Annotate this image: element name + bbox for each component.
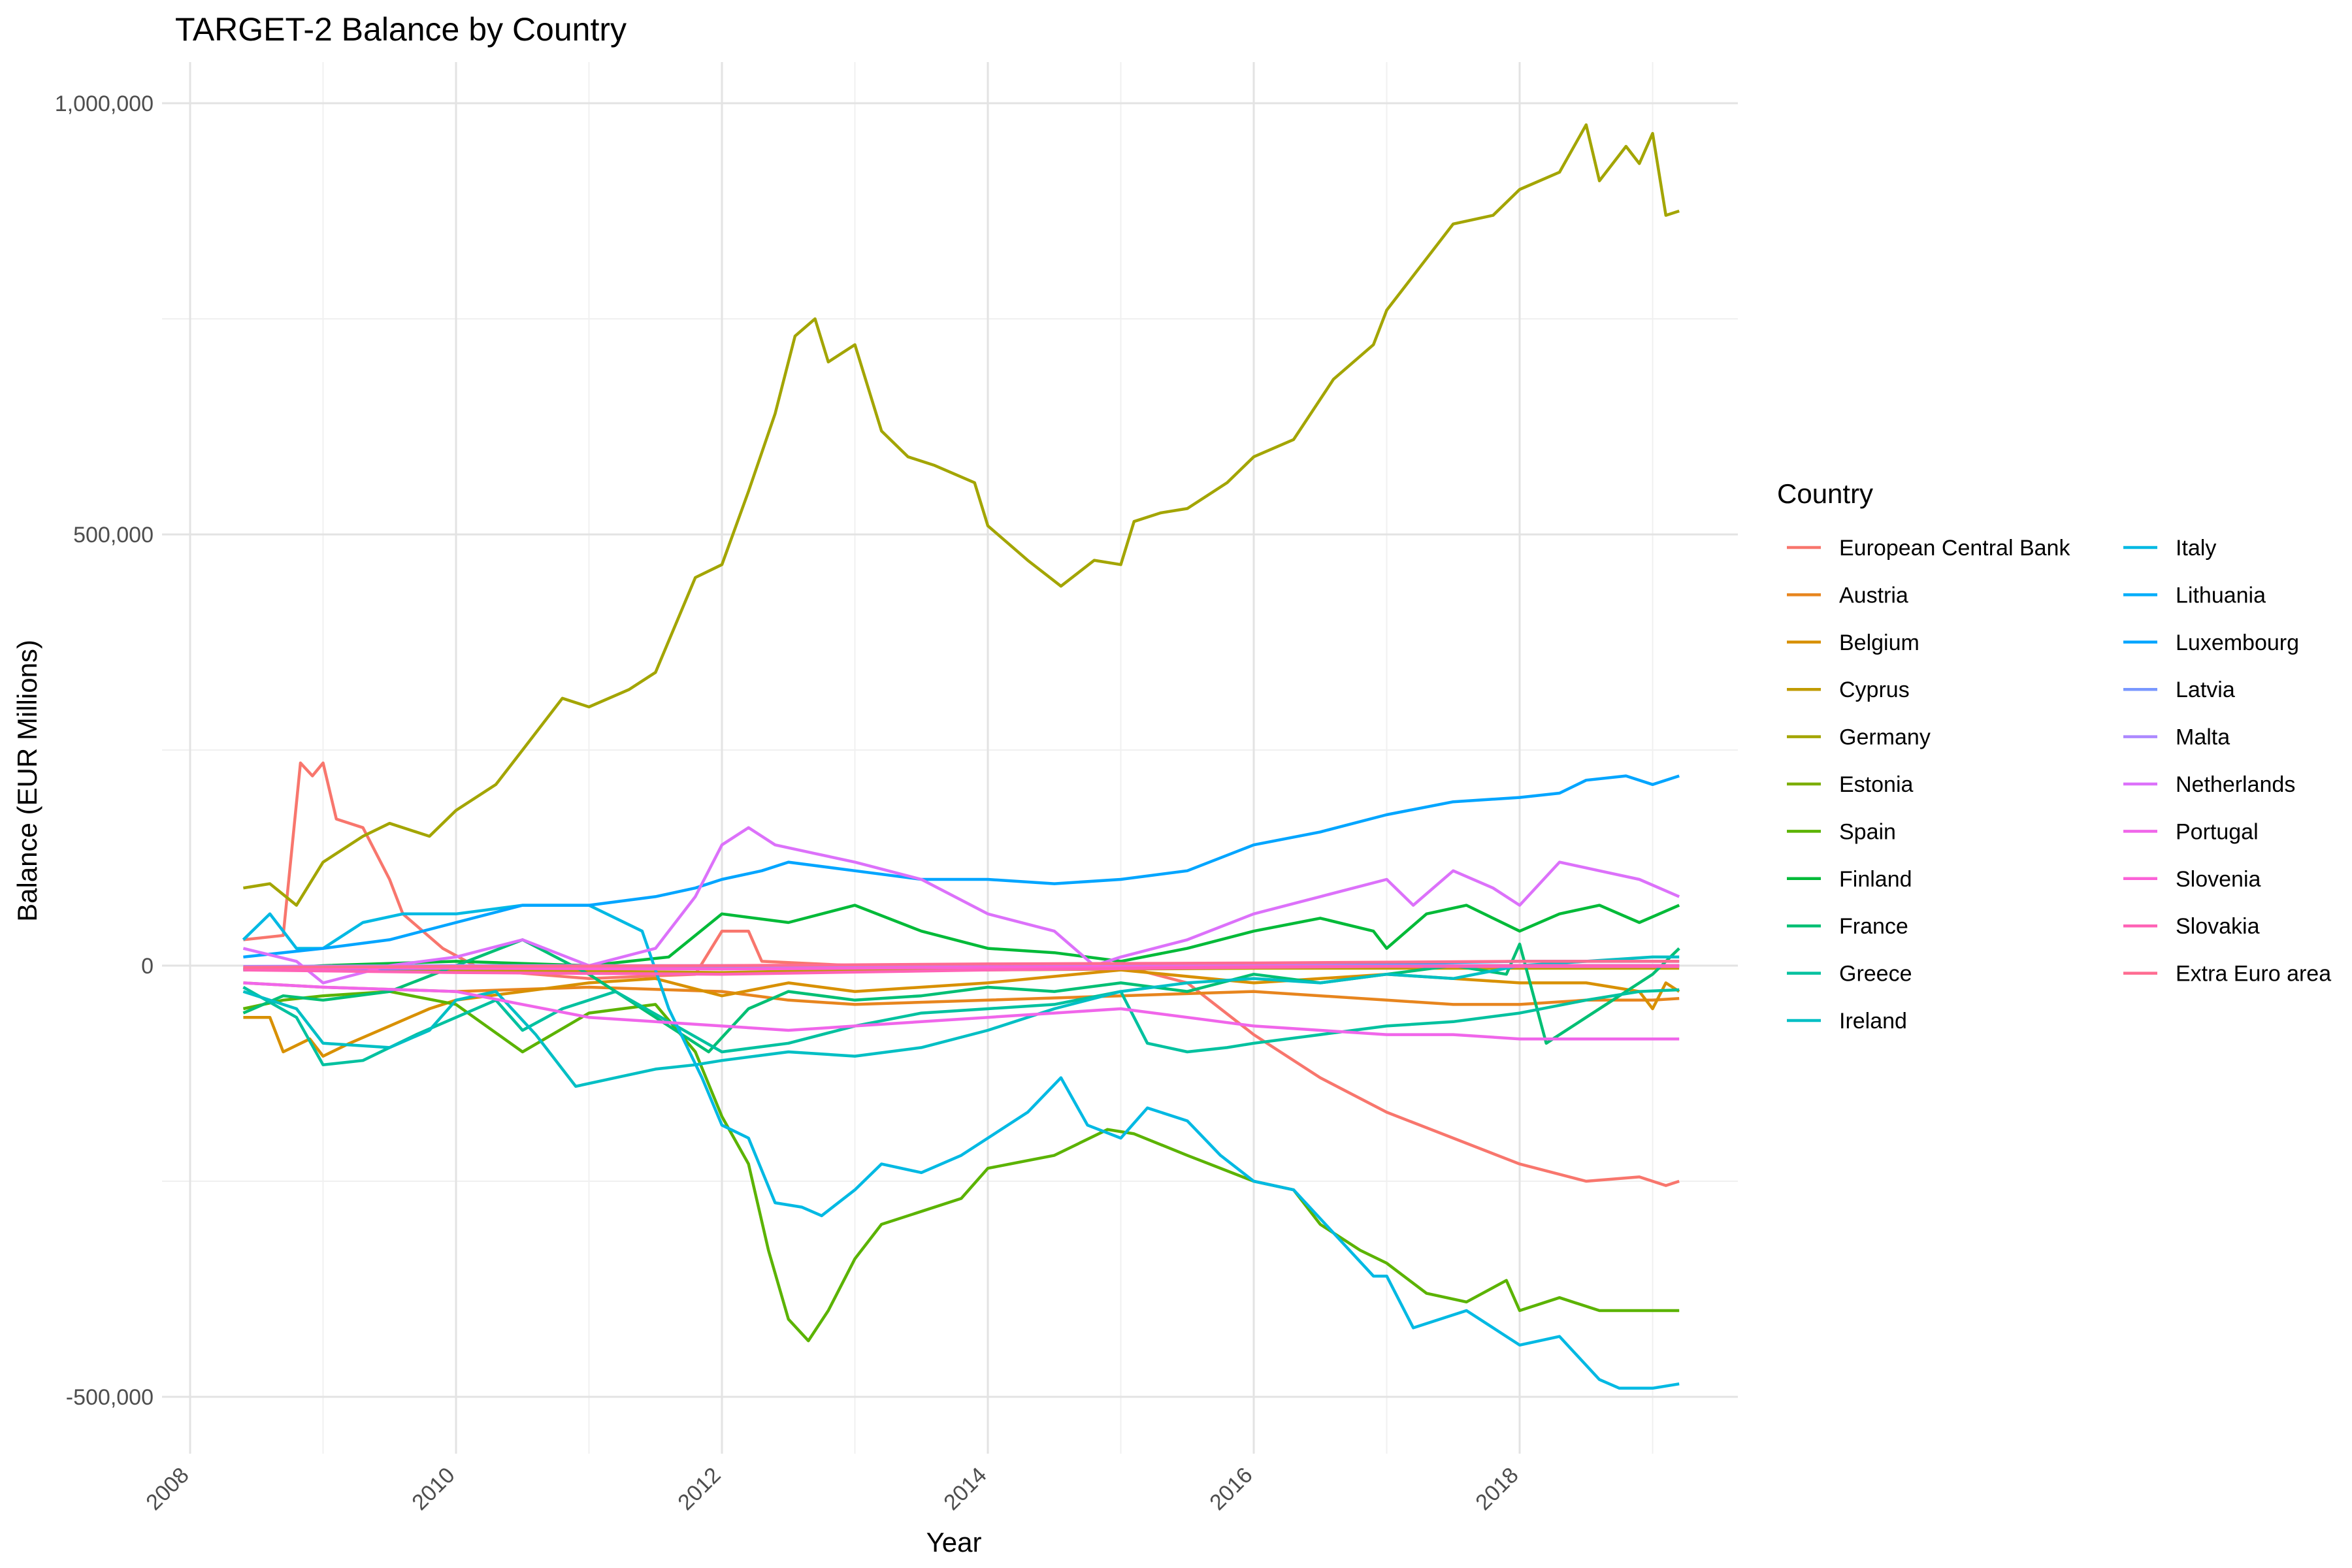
series-line-germany [243,123,1680,907]
series-line-ireland [242,955,1680,1088]
legend-label: Portugal [2176,819,2259,844]
legend-label: France [1839,914,1908,939]
legend-label: Ireland [1839,1009,1907,1034]
y-tick-label: 1,000,000 [55,91,154,116]
y-axis-ticks: -500,000 0 500,000 1,000,000 [55,91,154,1410]
x-axis-title: Year [926,1527,982,1558]
legend-title: Country [1777,478,1873,509]
series-line-greece [242,986,1680,1067]
series-line-european-central-bank [243,761,1680,1187]
legend-label: Estonia [1839,772,1913,797]
y-tick-label: 500,000 [73,523,154,547]
legend-label: Malta [2176,725,2230,750]
series-line-france [242,938,1680,1054]
series-line-portugal [243,981,1680,1041]
legend-label: European Central Bank [1839,536,2070,561]
legend-label: Cyprus [1839,678,1910,702]
series-line-extra-euro-area [243,960,1680,969]
legend-label: Extra Euro area [2176,962,2331,987]
series-line-austria [243,981,1680,1006]
legend-label: Italy [2176,536,2216,561]
legend-label: Austria [1839,583,1908,608]
series-line-netherlands [242,826,1680,985]
series-line-belgium [243,968,1680,1058]
legend-label: Lithuania [2176,583,2266,608]
legend-label: Netherlands [2176,772,2295,797]
series-line-finland [243,904,1680,972]
legend-label: Latvia [2176,678,2235,702]
y-tick-label: 0 [141,954,154,979]
legend-label: Luxembourg [2176,630,2299,655]
legend-label: Greece [1839,962,1912,987]
legend-label: Slovakia [2176,914,2260,939]
y-tick-label: -500,000 [66,1385,154,1410]
legend-label: Germany [1839,725,1931,750]
legend-label: Spain [1839,819,1896,844]
series-line-spain [242,990,1680,1343]
legend: European Central Bank Austria Belgium Cypru… [1787,536,2331,1034]
legend-label: Finland [1839,867,1912,892]
legend-label: Slovenia [2176,867,2261,892]
legend-label: Belgium [1839,630,1919,655]
y-axis-title: Balance (EUR Millions) [12,640,42,922]
chart-title: TARGET-2 Balance by Country [175,11,627,48]
series-lines [242,123,1680,1390]
series-line-luxembourg [243,774,1680,959]
series-line-slovakia [243,964,1680,976]
